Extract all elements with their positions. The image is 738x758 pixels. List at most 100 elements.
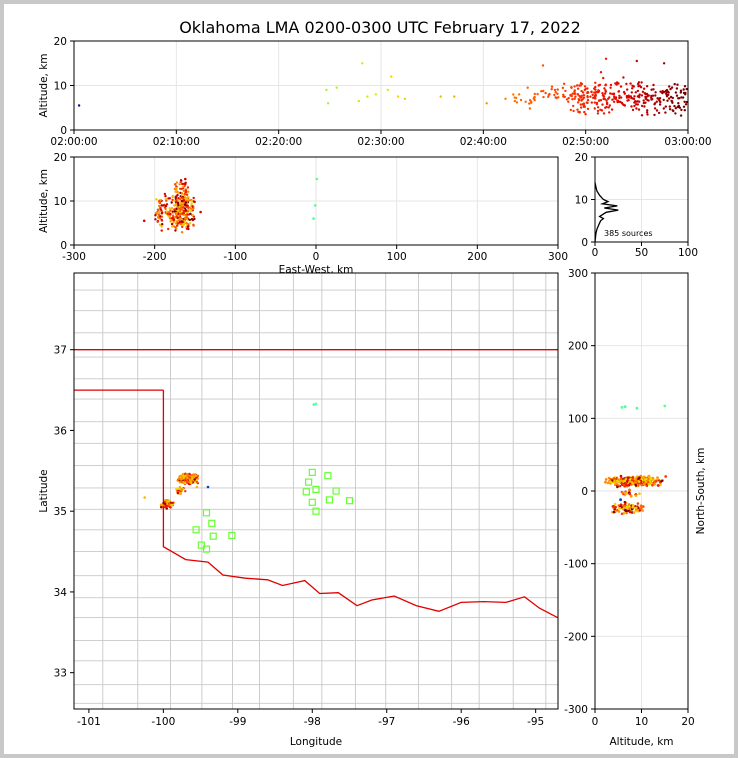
ns-plot-frame xyxy=(594,272,689,710)
source-point xyxy=(170,222,174,226)
source-point xyxy=(179,213,182,216)
source-point xyxy=(659,483,662,487)
source-point xyxy=(633,104,636,108)
source-point xyxy=(631,84,634,88)
source-point xyxy=(621,103,625,106)
source-point xyxy=(586,98,590,102)
source-point xyxy=(646,109,649,112)
source-point xyxy=(553,93,556,97)
source-point xyxy=(679,91,682,94)
source-point xyxy=(181,196,184,200)
source-point xyxy=(631,87,634,90)
source-point xyxy=(627,483,631,487)
source-point xyxy=(564,89,567,93)
source-point xyxy=(179,491,183,495)
source-point xyxy=(174,229,177,232)
station-marker xyxy=(312,485,320,493)
source-point xyxy=(586,90,589,94)
source-point xyxy=(668,105,671,108)
source-point xyxy=(623,500,627,504)
source-point xyxy=(192,200,196,203)
source-point xyxy=(185,204,188,207)
x-tick-label: 0 xyxy=(592,716,599,728)
source-point xyxy=(596,106,600,109)
source-point xyxy=(644,101,647,104)
x-tick-label: 200 xyxy=(467,251,487,263)
y-tick-label: 0 xyxy=(581,237,588,249)
source-point xyxy=(575,84,579,87)
source-point xyxy=(650,88,653,91)
station-marker xyxy=(202,509,211,517)
source-point xyxy=(593,107,596,110)
source-point xyxy=(158,223,162,226)
source-point xyxy=(567,100,570,103)
source-point xyxy=(181,225,184,229)
source-point xyxy=(186,196,190,199)
source-point xyxy=(576,87,580,90)
source-point xyxy=(619,96,623,99)
station-marker xyxy=(308,468,316,476)
source-point xyxy=(682,105,686,109)
source-point xyxy=(597,89,601,93)
source-point xyxy=(594,85,597,89)
figure-title: Oklahoma LMA 0200-0300 UTC February 17, … xyxy=(179,18,581,37)
source-point xyxy=(664,111,667,114)
source-point xyxy=(684,103,688,106)
source-point xyxy=(631,476,634,479)
station-marker xyxy=(305,478,313,486)
y-tick-label: 20 xyxy=(575,152,588,164)
source-point xyxy=(326,102,330,105)
source-point xyxy=(175,488,178,491)
source-point xyxy=(187,480,190,484)
source-point xyxy=(658,103,662,106)
source-point xyxy=(143,496,146,499)
source-point xyxy=(609,83,613,87)
source-point xyxy=(590,90,593,94)
x-tick-label: -97 xyxy=(378,716,395,728)
source-point xyxy=(630,511,634,514)
source-point xyxy=(628,488,631,492)
source-point xyxy=(652,83,655,87)
source-point xyxy=(661,91,664,95)
y-axis-label: Altitude, km xyxy=(38,53,50,117)
source-point xyxy=(158,199,161,203)
source-point xyxy=(169,217,172,220)
x-tick-label: -300 xyxy=(62,251,86,263)
source-point xyxy=(175,220,178,223)
source-point xyxy=(188,222,192,225)
source-point xyxy=(586,87,589,90)
source-point xyxy=(562,82,566,86)
source-point xyxy=(160,506,163,509)
source-point xyxy=(173,208,176,211)
source-point xyxy=(550,85,554,88)
source-point xyxy=(671,101,674,105)
source-point xyxy=(167,503,171,506)
source-point xyxy=(620,512,624,516)
source-point xyxy=(604,478,608,481)
source-point xyxy=(386,88,389,92)
x-tick-label: -96 xyxy=(453,716,470,728)
source-point xyxy=(637,477,640,481)
source-point xyxy=(619,85,623,88)
source-point xyxy=(660,479,663,483)
source-point xyxy=(167,227,170,231)
source-point xyxy=(158,204,161,208)
source-point xyxy=(680,108,683,112)
source-point xyxy=(632,511,636,514)
altitude-histogram-panel: 0 50 100 0 10 20 385 sources xyxy=(575,152,698,259)
source-point xyxy=(619,503,623,507)
source-point xyxy=(171,195,174,199)
source-point xyxy=(169,503,172,506)
source-point xyxy=(636,100,639,103)
x-tick-label: -95 xyxy=(527,716,544,728)
source-point xyxy=(582,94,586,97)
histogram-line xyxy=(594,182,619,243)
x-tick-label: 02:20:00 xyxy=(255,136,302,148)
x-tick-label: -98 xyxy=(304,716,321,728)
source-point xyxy=(171,501,174,505)
source-point xyxy=(619,498,622,502)
source-point xyxy=(181,487,185,491)
source-point xyxy=(665,90,668,94)
source-point xyxy=(173,204,176,207)
map-layers xyxy=(74,273,558,709)
